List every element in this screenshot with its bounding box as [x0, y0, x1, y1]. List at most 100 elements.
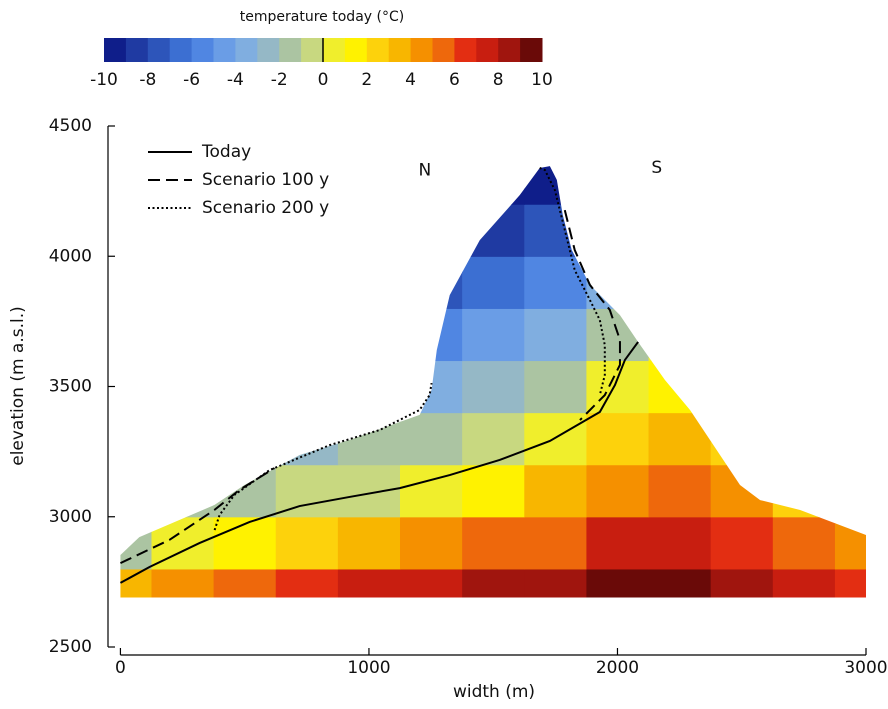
field-cell	[524, 360, 588, 414]
colorbar-swatch	[432, 38, 455, 62]
colorbar-tick-label: 8	[493, 70, 504, 90]
field-cell	[648, 360, 712, 414]
field-cell	[462, 308, 525, 362]
field-cell	[834, 516, 867, 570]
field-cell	[772, 516, 836, 570]
colorbar-swatch	[257, 38, 280, 62]
field-cell	[648, 412, 712, 466]
field-cell	[524, 568, 588, 598]
field-cell	[586, 412, 650, 466]
x-axis-label: width (m)	[453, 682, 535, 702]
field-cell	[400, 464, 463, 518]
temperature-field	[120, 166, 867, 598]
field-cell	[462, 412, 525, 466]
field-cell	[772, 412, 836, 466]
colorbar-swatch	[498, 38, 521, 62]
field-cell	[462, 568, 525, 598]
colorbar-tick-label: 10	[531, 70, 553, 90]
colorbar-tick-label: -10	[90, 70, 118, 90]
field-cell	[337, 516, 401, 570]
y-tick-label: 3000	[49, 507, 92, 527]
x-tick-label: 3000	[844, 658, 887, 678]
legend-label: Scenario 100 y	[202, 170, 329, 190]
field-cell	[524, 166, 588, 205]
field-cell	[400, 412, 463, 466]
annotation: S	[651, 158, 662, 178]
field-cell	[586, 516, 650, 570]
colorbar-swatch	[366, 38, 390, 62]
field-cell	[710, 412, 774, 466]
colorbar-swatch	[147, 38, 171, 62]
field-cell	[772, 568, 836, 598]
field-cell	[648, 308, 712, 362]
field-cell	[151, 568, 215, 598]
colorbar-swatch	[323, 38, 346, 62]
colorbar-swatch	[279, 38, 302, 62]
field-cell	[213, 568, 277, 598]
colorbar-swatch	[125, 38, 149, 62]
field-cell	[834, 464, 867, 518]
field-cell	[462, 166, 525, 205]
y-tick-label: 4000	[49, 246, 92, 266]
y-tick-label: 4500	[49, 116, 92, 136]
field-cell	[400, 568, 463, 598]
legend-label: Scenario 200 y	[202, 198, 329, 218]
colorbar-swatch	[213, 38, 236, 62]
colorbar-swatch	[410, 38, 433, 62]
annotation: N	[419, 160, 432, 180]
colorbar-swatch	[301, 38, 324, 62]
field-cell	[586, 568, 650, 598]
field-cell	[710, 464, 774, 518]
field-cell	[586, 256, 650, 309]
field-cell	[586, 464, 650, 518]
field-cell	[462, 256, 525, 309]
field-cell	[120, 516, 153, 570]
colorbar-swatch	[104, 38, 127, 62]
field-cell	[337, 360, 401, 414]
x-tick-label: 0	[115, 658, 126, 678]
field-cell	[648, 568, 712, 598]
field-cell	[400, 360, 463, 414]
field-cell	[337, 464, 401, 518]
field-cell	[462, 360, 525, 414]
field-cell	[524, 308, 588, 362]
colorbar-swatch	[476, 38, 499, 62]
colorbar-swatch	[388, 38, 412, 62]
colorbar-swatch	[169, 38, 193, 62]
isotherm-line	[213, 167, 606, 531]
colorbar-tick-label: 0	[318, 70, 329, 90]
field-cell	[400, 256, 463, 309]
field-cell	[400, 516, 463, 570]
field-cell	[648, 464, 712, 518]
field-cell	[648, 516, 712, 570]
y-tick-label: 3500	[49, 377, 92, 397]
colorbar-swatch	[344, 38, 368, 62]
field-cell	[524, 256, 588, 309]
colorbar-tick-label: 4	[405, 70, 416, 90]
field-cell	[462, 204, 525, 257]
field-cell	[151, 464, 215, 518]
field-cell	[524, 516, 588, 570]
colorbar-swatch	[191, 38, 214, 62]
field-cell	[710, 360, 774, 414]
field-cell	[275, 568, 339, 598]
field-cell	[524, 412, 588, 466]
field-cell	[524, 204, 588, 257]
field-cell	[710, 568, 774, 598]
field-cell	[524, 464, 588, 518]
y-tick-label: 2500	[49, 637, 92, 657]
colorbar-tick-label: -4	[227, 70, 244, 90]
colorbar-tick-label: -6	[183, 70, 200, 90]
isotherm-line	[119, 341, 639, 584]
y-axis-label: elevation (m a.s.l.)	[8, 306, 28, 466]
field-cell	[462, 516, 525, 570]
legend-label: Today	[201, 142, 251, 162]
colorbar-swatch	[454, 38, 477, 62]
colorbar-title: temperature today (°C)	[240, 9, 404, 25]
field-cell	[275, 516, 339, 570]
field-cell	[275, 412, 339, 466]
field-cell	[834, 568, 867, 598]
field-cell	[213, 516, 277, 570]
colorbar-tick-label: -8	[139, 70, 156, 90]
